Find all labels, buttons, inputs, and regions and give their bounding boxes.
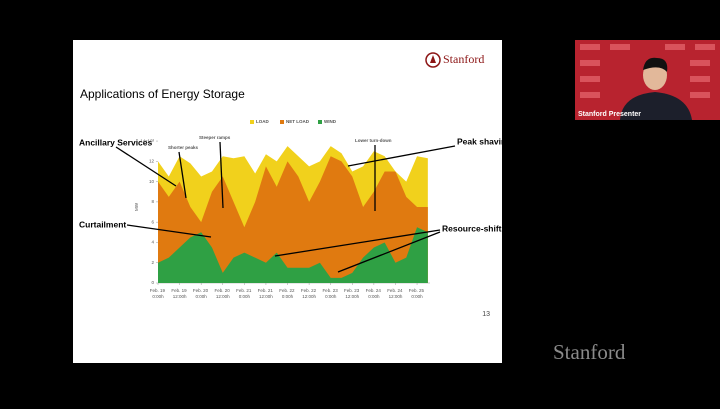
x-tick-label-line: 0:00h xyxy=(368,294,380,299)
y-axis-label: MW xyxy=(134,202,139,211)
x-tick-label: Feb. 22 0:00h xyxy=(279,288,296,299)
y-tick-label: 4 xyxy=(151,240,154,245)
x-tick-label-line: Feb. 21 xyxy=(258,288,275,293)
chart-annotation: Steeper ramps xyxy=(199,135,231,140)
presenter-body xyxy=(620,92,692,120)
annotation: Peak shaving xyxy=(457,136,511,146)
arrows xyxy=(115,141,456,273)
arrow xyxy=(347,145,456,167)
area xyxy=(158,227,428,283)
x-tick-label: Feb. 24 0:00h xyxy=(366,288,383,299)
x-tick-label-line: Feb. 19 xyxy=(150,288,167,293)
x-tick-label-line: 12:00h xyxy=(389,294,403,299)
x-tick-label-line: Feb. 24 xyxy=(387,288,404,293)
seal xyxy=(425,52,441,68)
x-tick-label-line: Feb. 22 xyxy=(279,288,296,293)
legend-swatch xyxy=(318,120,322,124)
x-tick-label-line: Feb. 20 xyxy=(215,288,232,293)
presenter-label: Stanford Presenter xyxy=(578,111,641,118)
x-tick-label: Feb. 23 0:00h xyxy=(322,288,339,299)
x-tick-label: Feb. 23 12:00h xyxy=(344,288,361,299)
arrow xyxy=(219,141,224,209)
arrow xyxy=(115,146,177,187)
arrow xyxy=(178,151,187,199)
annotation: Curtailment xyxy=(79,219,126,229)
arrow xyxy=(126,224,212,238)
x-tick-label-line: 0:00h xyxy=(196,294,208,299)
annotation: Resource-shifting xyxy=(442,223,514,233)
x-tick-label-line: 12:00h xyxy=(173,294,187,299)
x-tick-label-line: Feb. 24 xyxy=(366,288,383,293)
annotation: Ancillary Services xyxy=(79,137,153,147)
x-tick-label: Feb. 21 0:00h xyxy=(236,288,253,299)
x-tick-label-line: 12:00h xyxy=(302,294,316,299)
y-tick-label: 2 xyxy=(151,260,154,265)
x-tick-label-line: 0:00h xyxy=(325,294,337,299)
x-tick-label: Feb. 19 12:00h xyxy=(171,288,188,299)
x-tick-label: Feb. 21 12:00h xyxy=(258,288,275,299)
backdrop-pattern xyxy=(580,44,715,98)
slide-title: Applications of Energy Storage xyxy=(80,87,245,101)
watermark: Stanford xyxy=(553,340,626,364)
legend-label: NET LOAD xyxy=(286,119,310,124)
slide-logo: Stanford xyxy=(443,52,484,66)
legend-label: WIND xyxy=(324,119,337,124)
y-tick-label: 12 xyxy=(149,159,155,164)
x-tick-label-line: 12:00h xyxy=(216,294,230,299)
chart-annotation: Lower turn-down xyxy=(355,138,392,143)
y-tick-label: 10 xyxy=(149,179,155,184)
y-tick-label: 14x10³ xyxy=(140,138,154,143)
x-tick-label-line: Feb. 23 xyxy=(344,288,361,293)
y-tick-label: 6 xyxy=(151,219,154,224)
x-tick-label: Feb. 24 12:00h xyxy=(387,288,404,299)
x-tick-label-line: Feb. 20 xyxy=(193,288,210,293)
x-tick-label: Feb. 25 0:00h xyxy=(409,288,426,299)
x-tick-label-line: Feb. 19 xyxy=(171,288,188,293)
x-tick-label-line: 12:00h xyxy=(345,294,359,299)
area xyxy=(158,156,428,283)
x-tick-label-line: 0:00h xyxy=(239,294,251,299)
legend-label: LOAD xyxy=(256,119,269,124)
page-number: 13 xyxy=(482,311,490,318)
x-tick-label-line: 0:00h xyxy=(152,294,164,299)
chart-annotation: Shorter peaks xyxy=(168,145,199,150)
legend-swatch xyxy=(280,120,284,124)
presenter-hair xyxy=(643,57,668,72)
x-tick-label-line: Feb. 22 xyxy=(301,288,318,293)
x-tick-label: Feb. 20 12:00h xyxy=(215,288,232,299)
x-tick-label-line: Feb. 23 xyxy=(322,288,339,293)
x-tick-label-line: Feb. 25 xyxy=(409,288,426,293)
x-tick-label: Feb. 22 12:00h xyxy=(301,288,318,299)
x-tick-label-line: 12:00h xyxy=(259,294,273,299)
x-tick-label-line: 0:00h xyxy=(282,294,294,299)
arrow xyxy=(274,229,441,257)
x-tick-label: Feb. 19 0:00h xyxy=(150,288,167,299)
y-tick-label: 0 xyxy=(151,280,154,285)
x-tick-label: Feb. 20 0:00h xyxy=(193,288,210,299)
seal-tree xyxy=(430,55,436,63)
x-tick-label-line: Feb. 21 xyxy=(236,288,253,293)
y-tick-label: 8 xyxy=(151,199,154,204)
arrow xyxy=(337,231,441,273)
x-tick-label-line: 0:00h xyxy=(411,294,423,299)
legend-swatch xyxy=(250,120,254,124)
